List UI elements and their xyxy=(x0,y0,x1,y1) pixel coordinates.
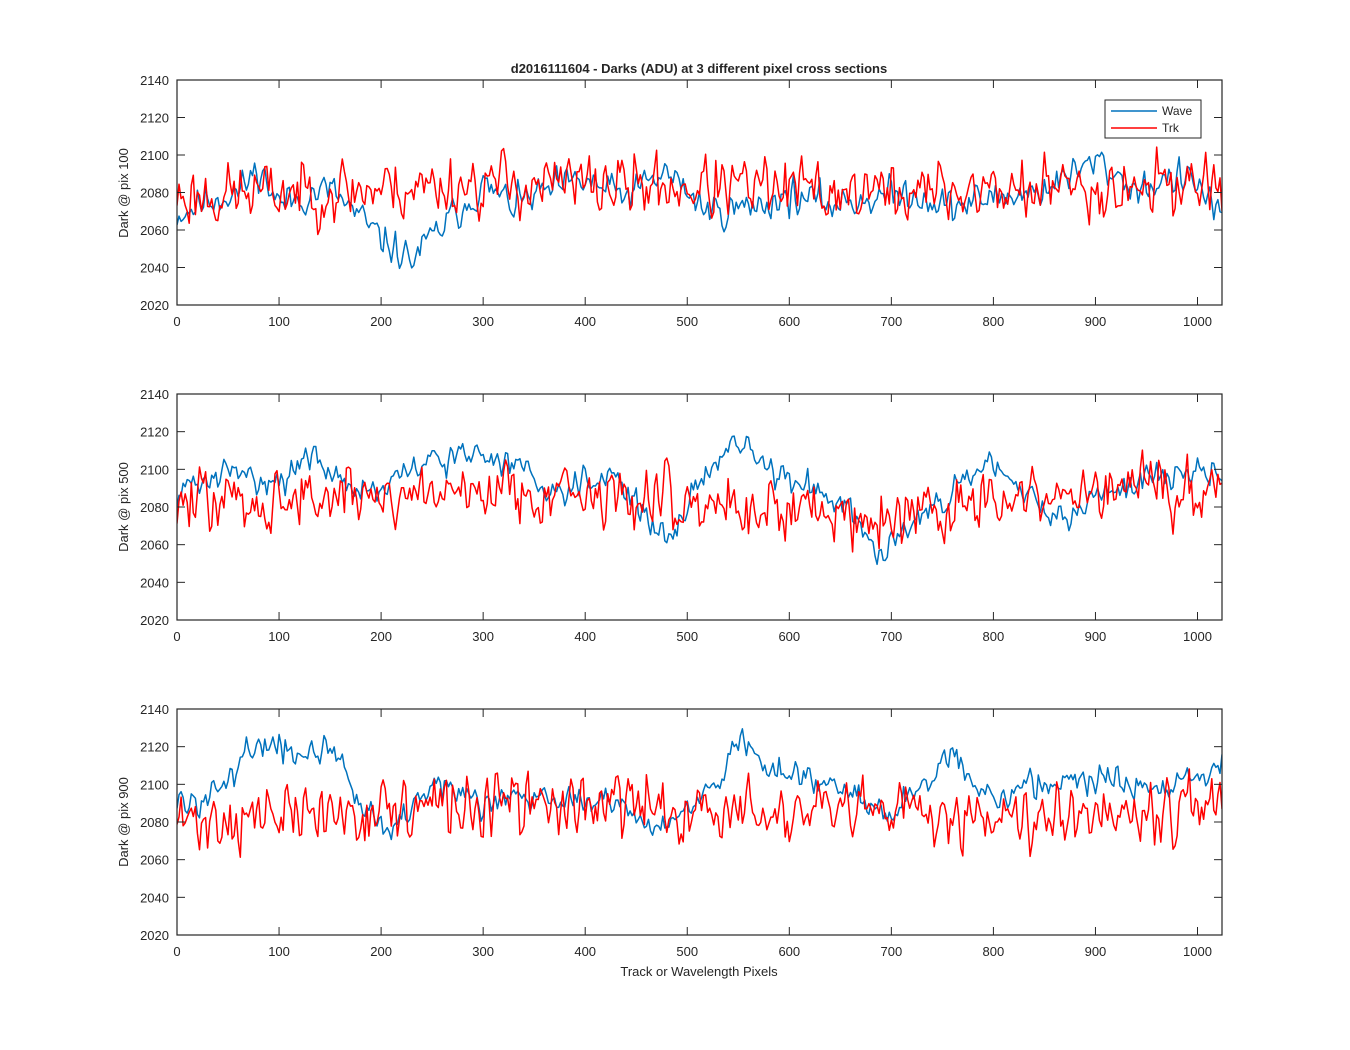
x-tick-label: 900 xyxy=(1085,314,1107,329)
x-tick-label: 400 xyxy=(574,314,596,329)
x-tick-label: 300 xyxy=(472,629,494,644)
x-tick-label: 0 xyxy=(173,944,180,959)
y-axis-label-pix-100: Dark @ pix 100 xyxy=(116,148,131,238)
x-tick-label: 0 xyxy=(173,314,180,329)
x-tick-label: 500 xyxy=(676,629,698,644)
x-tick-label: 1000 xyxy=(1183,629,1212,644)
y-axis-label-pix-500: Dark @ pix 500 xyxy=(116,462,131,552)
x-tick-label: 100 xyxy=(268,629,290,644)
y-tick-label: 2060 xyxy=(140,853,169,868)
y-tick-label: 2040 xyxy=(140,890,169,905)
x-tick-label: 200 xyxy=(370,629,392,644)
y-tick-label: 2120 xyxy=(140,111,169,126)
x-tick-label: 300 xyxy=(472,314,494,329)
x-tick-label: 600 xyxy=(778,944,800,959)
series-line-trk xyxy=(177,449,1222,553)
x-tick-label: 800 xyxy=(983,944,1005,959)
y-tick-label: 2060 xyxy=(140,538,169,553)
x-tick-label: 0 xyxy=(173,629,180,644)
y-tick-label: 2100 xyxy=(140,148,169,163)
y-tick-label: 2140 xyxy=(140,73,169,88)
subplot-pix-500: Dark @ pix 500 0 100 200 300 400 500 600 700 800… xyxy=(116,387,1223,644)
legend-box xyxy=(1104,99,1202,139)
y-tick-label: 2040 xyxy=(140,575,169,590)
y-tick-label: 2020 xyxy=(140,928,169,943)
y-tick-label: 2060 xyxy=(140,223,169,238)
y-tick-label: 2120 xyxy=(140,740,169,755)
y-tick-label: 2080 xyxy=(140,815,169,830)
y-tick-label: 2080 xyxy=(140,500,169,515)
x-tick-label: 700 xyxy=(881,944,903,959)
y-tick-label: 2020 xyxy=(140,613,169,628)
x-tick-label: 700 xyxy=(881,629,903,644)
x-tick-label: 100 xyxy=(268,314,290,329)
legend-label-trk: Trk xyxy=(1162,121,1180,135)
x-tick-label: 600 xyxy=(778,629,800,644)
legend: Wave Trk xyxy=(1104,99,1202,139)
y-tick-label: 2100 xyxy=(140,462,169,477)
chart-title: d2016111604 - Darks (ADU) at 3 different… xyxy=(511,61,887,76)
x-tick-label: 200 xyxy=(370,944,392,959)
y-tick-label: 2080 xyxy=(140,186,169,201)
x-tick-label: 1000 xyxy=(1183,944,1212,959)
y-tick-label: 2100 xyxy=(140,777,169,792)
x-tick-label: 1000 xyxy=(1183,314,1212,329)
x-axis-label: Track or Wavelength Pixels xyxy=(620,964,778,979)
legend-label-wave: Wave xyxy=(1162,104,1193,118)
y-axis-label-pix-900: Dark @ pix 900 xyxy=(116,777,131,867)
x-tick-label: 200 xyxy=(370,314,392,329)
x-tick-label: 700 xyxy=(881,314,903,329)
x-tick-label: 400 xyxy=(574,944,596,959)
y-tick-label: 2140 xyxy=(140,702,169,717)
y-tick-label: 2020 xyxy=(140,298,169,313)
y-tick-label: 2120 xyxy=(140,425,169,440)
x-tick-label: 300 xyxy=(472,944,494,959)
x-tick-label: 500 xyxy=(676,944,698,959)
x-tick-label: 900 xyxy=(1085,629,1107,644)
y-tick-label: 2140 xyxy=(140,387,169,402)
series-line-trk xyxy=(177,146,1222,236)
x-tick-label: 800 xyxy=(983,629,1005,644)
series-line-trk xyxy=(177,768,1222,858)
subplot-pix-100: Dark @ pix 100 0 100 200 300 400 500 600 700 800… xyxy=(116,73,1223,329)
x-tick-label: 100 xyxy=(268,944,290,959)
subplot-pix-900: Dark @ pix 900 Track or Wavelength Pixel… xyxy=(116,702,1223,979)
x-tick-label: 900 xyxy=(1085,944,1107,959)
y-tick-label: 2040 xyxy=(140,261,169,276)
series-line-wave xyxy=(177,728,1222,841)
x-tick-label: 500 xyxy=(676,314,698,329)
x-tick-label: 600 xyxy=(778,314,800,329)
x-tick-label: 400 xyxy=(574,629,596,644)
x-tick-label: 800 xyxy=(983,314,1005,329)
